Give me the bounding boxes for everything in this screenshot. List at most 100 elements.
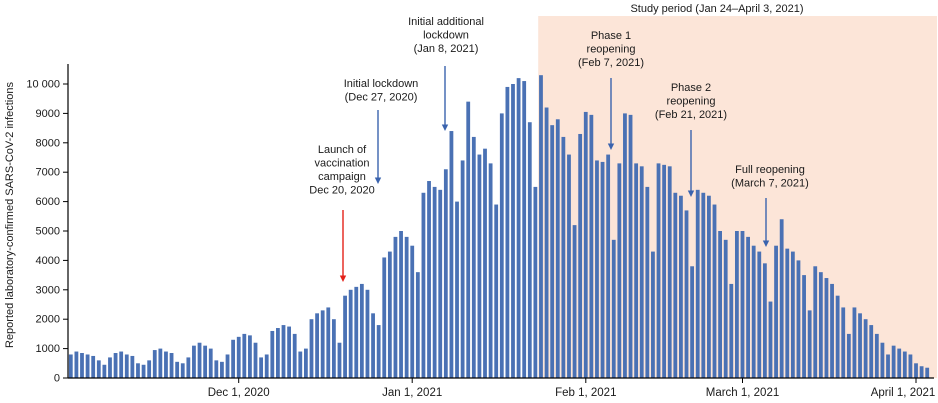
daily-infections-bar: [354, 286, 359, 378]
phase-2-reopening-label: Phase 2: [671, 82, 711, 94]
daily-infections-bar: [533, 186, 538, 378]
daily-infections-bar: [690, 266, 695, 378]
daily-infections-bar: [124, 354, 129, 378]
daily-infections-bar: [813, 266, 818, 378]
daily-infections-bar: [807, 310, 812, 378]
daily-infections-bar: [830, 283, 834, 378]
daily-infections-bar: [779, 219, 784, 378]
daily-infections-bar: [858, 313, 862, 378]
study-period-label: Study period (Jan 24–April 3, 2021): [630, 3, 803, 15]
daily-infections-bar: [471, 136, 476, 378]
daily-infections-bar: [914, 363, 918, 378]
daily-infections-bar: [292, 333, 297, 378]
daily-infections-bar: [158, 348, 163, 378]
y-tick-label: 1000: [36, 343, 60, 355]
daily-infections-bar: [841, 307, 846, 378]
daily-infections-bar: [231, 339, 236, 378]
daily-infections-bar: [438, 189, 443, 378]
x-tick-label: March 1, 2021: [706, 387, 780, 399]
phase-1-reopening-label: reopening: [587, 44, 636, 56]
daily-infections-bar: [762, 263, 767, 378]
y-tick-label: 8000: [36, 137, 60, 149]
daily-infections-bar: [404, 236, 409, 378]
daily-infections-bar: [673, 192, 678, 378]
daily-infections-bar: [460, 160, 465, 378]
daily-infections-bar: [488, 163, 493, 378]
x-tick-label: Jan 1, 2021: [382, 387, 442, 399]
daily-infections-bar: [718, 231, 722, 378]
daily-infections-bar: [477, 154, 482, 378]
vaccination-campaign-label: Dec 20, 2020: [309, 185, 374, 197]
daily-infections-bar: [634, 163, 639, 378]
daily-infections-bar: [679, 195, 683, 378]
x-tick-label: April 1, 2021: [871, 387, 936, 399]
y-tick-label: 0: [54, 373, 60, 385]
daily-infections-bar: [869, 325, 874, 378]
daily-infections-bar: [331, 319, 336, 378]
daily-infections-bar: [729, 283, 734, 378]
daily-infections-bar: [343, 295, 347, 378]
daily-infections-bar: [600, 161, 605, 378]
y-tick-label: 3000: [36, 284, 60, 296]
daily-infections-bar: [276, 328, 280, 378]
daily-infections-bar: [164, 351, 168, 378]
daily-infections-bar: [919, 366, 924, 378]
initial-additional-lockdown-label: lockdown: [423, 30, 469, 42]
phase-1-reopening-label: (Feb 7, 2021): [578, 57, 644, 69]
daily-infections-bar: [102, 364, 107, 378]
daily-infections-bar: [740, 231, 745, 378]
daily-infections-bar: [443, 169, 448, 378]
daily-infections-bar: [499, 113, 504, 379]
full-reopening-label: Full reopening: [735, 164, 805, 176]
daily-infections-bar: [96, 360, 101, 378]
daily-infections-bar: [264, 354, 269, 378]
daily-infections-bar: [208, 348, 213, 378]
y-tick-label: 10 000: [26, 79, 60, 91]
daily-infections-bar: [410, 245, 415, 378]
daily-infections-bar: [662, 164, 667, 378]
vaccination-campaign-label: Launch of: [318, 144, 367, 156]
daily-infections-bar: [539, 75, 543, 379]
daily-infections-bar: [180, 363, 185, 378]
x-tick-label: Feb 1, 2021: [555, 387, 616, 399]
daily-infections-bar: [242, 333, 247, 378]
y-tick-label: 2000: [36, 314, 60, 326]
daily-infections-bar: [376, 325, 381, 378]
daily-infections-bar: [192, 345, 196, 378]
daily-infections-bar: [236, 336, 241, 378]
daily-infections-bar: [886, 354, 890, 378]
vaccination-campaign-label: vaccination: [314, 158, 369, 170]
daily-infections-bar: [371, 313, 375, 378]
daily-infections-bar: [684, 210, 689, 378]
daily-infections-bar: [578, 133, 583, 378]
daily-infections-bar: [175, 361, 180, 378]
daily-infections-bar: [214, 360, 219, 378]
phase-1-reopening-arrowhead: [607, 143, 615, 150]
daily-infections-bar: [824, 278, 829, 378]
daily-infections-bar: [561, 136, 566, 378]
daily-infections-bar: [667, 166, 672, 378]
daily-infections-bar: [130, 355, 135, 378]
daily-infections-bar: [259, 357, 264, 378]
daily-infections-bar: [908, 354, 913, 378]
daily-infections-bar: [695, 189, 700, 378]
daily-infections-bar: [382, 257, 387, 378]
daily-infections-bar: [337, 342, 342, 378]
y-tick-label: 7000: [36, 167, 60, 179]
daily-infections-bar: [818, 272, 823, 378]
phase-2-reopening-label: reopening: [667, 96, 716, 108]
daily-infections-bar: [421, 192, 426, 378]
daily-infections-bar: [707, 195, 711, 378]
daily-infections-bar: [287, 326, 291, 378]
y-tick-label: 9000: [36, 108, 60, 120]
daily-infections-bar: [119, 351, 124, 378]
initial-additional-lockdown-arrowhead: [441, 124, 449, 131]
daily-infections-bar: [511, 84, 515, 378]
daily-infections-bar: [897, 348, 902, 378]
daily-infections-bar: [527, 122, 532, 378]
daily-infections-bar: [326, 307, 331, 378]
daily-infections-bar: [152, 350, 157, 378]
daily-infections-bar: [113, 353, 118, 378]
y-tick-label: 5000: [36, 226, 60, 238]
